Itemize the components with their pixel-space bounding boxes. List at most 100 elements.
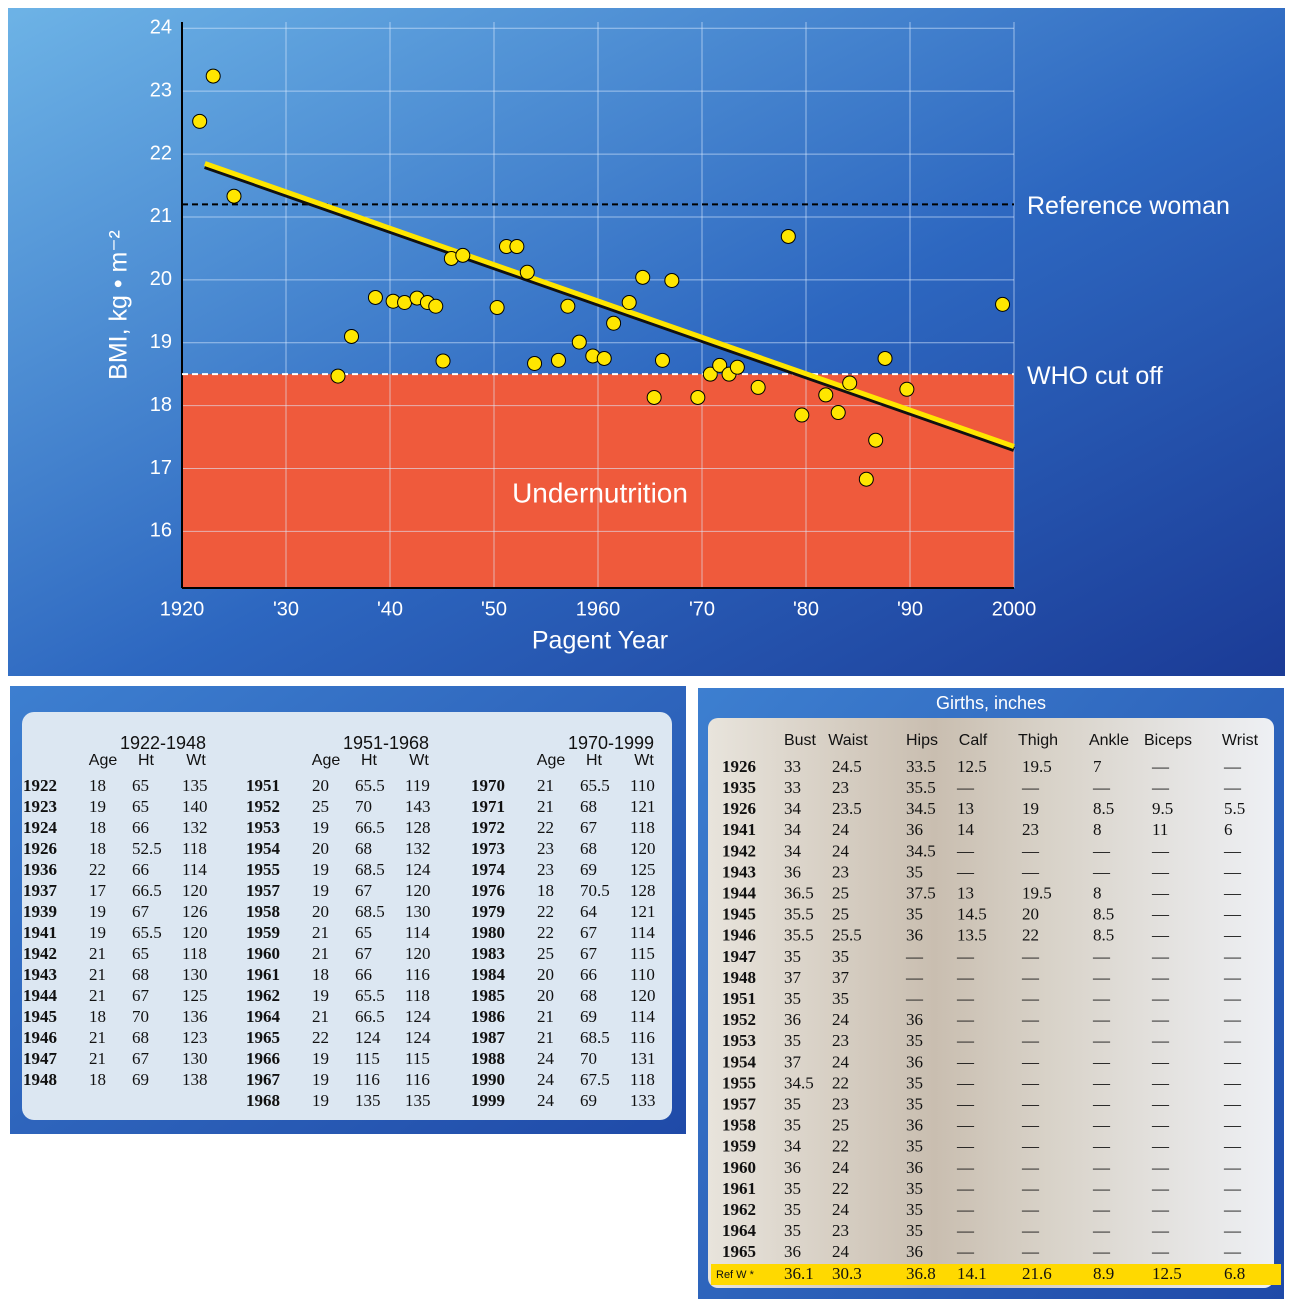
data-point [664,272,680,288]
table-cell: 21 [89,986,106,1005]
table-cell: 20 [312,839,329,858]
reference-label: Reference woman [1027,192,1230,220]
table-cell: 116 [355,1070,380,1089]
table-cell: 36 [906,1116,923,1135]
table-cell: — [1151,757,1170,776]
data-point [690,389,706,405]
table-cell: — [1151,1158,1170,1177]
row-year: 1970 [471,776,505,795]
table-cell: — [956,1116,975,1135]
table-cell: 8.5 [1093,905,1114,924]
table-cell: — [1151,1116,1170,1135]
table-cell: 66 [580,965,597,984]
data-point [435,353,451,369]
table-cell: 35.5 [906,778,936,797]
table-cell: — [1092,841,1111,860]
row-year: 1966 [246,1049,280,1068]
table-cell: 35 [784,1031,801,1050]
x-tick-label: 1920 [160,598,205,620]
data-point [654,352,670,368]
table-cell: 67 [355,944,373,963]
row-year: 1941 [722,820,756,839]
data-point [226,188,242,204]
table-cell: 34 [784,841,802,860]
table-cell: 22 [537,818,554,837]
data-point [428,298,444,314]
table-cell: 22 [537,923,554,942]
table-cell: 65 [132,776,149,795]
table-cell: 136 [182,1007,208,1026]
table-cell: 35.5 [784,926,814,945]
row-year: 1971 [471,797,505,816]
table-cell: 35.5 [784,905,814,924]
row-year: 1936 [23,860,57,879]
data-point [868,432,884,448]
table-cell: 118 [182,839,207,858]
table-cell: — [1223,1031,1242,1050]
table-cell: 34.5 [906,841,936,860]
table-cell: — [956,862,975,881]
x-tick-label: '30 [273,598,299,620]
table-cell: 67 [580,923,598,942]
data-point [367,289,383,305]
table-cell: — [1151,1179,1170,1198]
table-cell: 68 [580,839,597,858]
row-year: 1968 [246,1091,280,1110]
table-cell: 18 [89,839,106,858]
table-cell: — [1021,1179,1040,1198]
table-cell: 35 [832,989,849,1008]
row-year: 1943 [722,862,756,881]
table-cell: 68 [580,986,597,1005]
table-cell: — [1151,1010,1170,1029]
table-cell: 67 [132,986,150,1005]
row-year: 1953 [722,1031,756,1050]
x-tick-label: '90 [897,598,923,620]
table-cell: — [1092,1052,1111,1071]
row-year: 1926 [23,839,57,858]
table-cell: — [1223,1242,1242,1261]
table-cell: 121 [630,902,656,921]
table-cell: 66.5 [355,1007,385,1026]
table-cell: — [1092,1200,1111,1219]
table-cell: 24 [832,1010,850,1029]
table-cell: 24 [832,1242,850,1261]
row-year: 1979 [471,902,505,921]
table-cell: — [1021,1116,1040,1135]
column-header: Age [312,752,341,769]
row-year: 1959 [722,1137,756,1156]
table-cell: 52.5 [132,839,162,858]
table-cell: 36 [784,1158,801,1177]
column-header: Age [537,752,566,769]
table-cell: 12.5 [957,757,987,776]
y-tick-label: 16 [150,520,172,542]
table-cell: — [1223,1221,1242,1240]
row-year: 1948 [722,968,756,987]
table-cell: 37 [784,968,802,987]
x-tick-label: 2000 [992,598,1037,620]
table-cell: 23 [1022,820,1039,839]
data-point [621,294,637,310]
table-cell: 65.5 [580,776,610,795]
table-cell: 35 [906,1073,923,1092]
table-cell: — [1151,1221,1170,1240]
table-cell: 21 [312,923,329,942]
row-year: 1958 [722,1116,756,1135]
table-cell: 70 [355,797,372,816]
table-cell: 110 [630,965,655,984]
table-cell: — [1021,1031,1040,1050]
table-cell: 21 [89,1049,106,1068]
row-year: 1980 [471,923,505,942]
table-cell: 21 [89,1028,106,1047]
table-cell: 120 [182,923,208,942]
table-cell: 25 [832,905,849,924]
table-cell: 22 [832,1073,849,1092]
row-year: 1955 [722,1073,756,1092]
data-point [830,405,846,421]
table-cell: 34.5 [906,799,936,818]
table-cell: 19 [312,1049,329,1068]
table-cell: 25 [832,1116,849,1135]
reference-label: WHO cut off [1027,362,1163,390]
table-cell: — [1092,1095,1111,1114]
table-cell: 124 [405,1007,431,1026]
table-cell: 24 [832,1052,850,1071]
